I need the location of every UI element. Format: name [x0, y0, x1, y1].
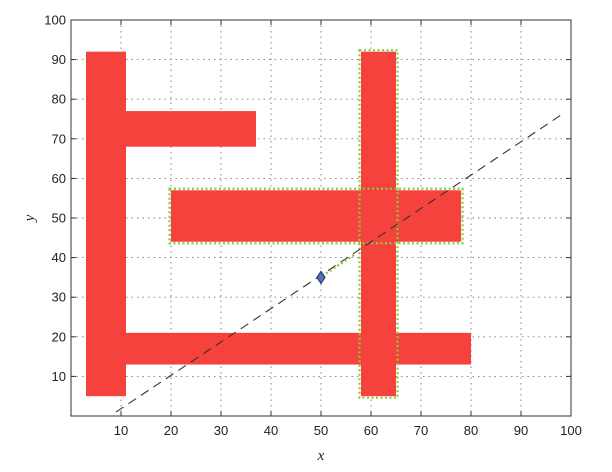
y-tick-label-40: 40 — [52, 250, 66, 265]
x-tick-label-40: 40 — [264, 423, 278, 438]
y-tick-label-50: 50 — [52, 211, 66, 226]
x-tick-label-70: 70 — [414, 423, 428, 438]
x-tick-label-100: 100 — [560, 423, 582, 438]
data-point — [316, 270, 326, 285]
x-tick-label-60: 60 — [364, 423, 378, 438]
x-tick-label-20: 20 — [164, 423, 178, 438]
x-axis-label: x — [317, 448, 325, 464]
obstacle-bottom-bar — [126, 332, 471, 365]
x-tick-label-10: 10 — [114, 423, 128, 438]
y-axis-label: y — [22, 214, 38, 223]
ticks: 10 20 30 40 50 60 70 80 90 100 10 20 30 40 50 60 70 80 90 1… — [44, 13, 582, 439]
y-tick-label-100: 100 — [44, 13, 66, 28]
y-tick-label-10: 10 — [52, 369, 66, 384]
obstacles — [86, 51, 471, 397]
x-tick-label-30: 30 — [214, 423, 228, 438]
plot-frame — [70, 19, 572, 417]
y-tick-label-20: 20 — [52, 329, 66, 344]
obstacle-top-arm — [126, 111, 256, 147]
y-tick-label-90: 90 — [52, 52, 66, 67]
x-tick-label-90: 90 — [514, 423, 528, 438]
x-tick-label-80: 80 — [464, 423, 478, 438]
obstacle-vertical-bar — [361, 51, 396, 397]
y-tick-label-30: 30 — [52, 290, 66, 305]
green-segment — [325, 252, 357, 275]
y-tick-label-80: 80 — [52, 92, 66, 107]
y-tick-label-60: 60 — [52, 171, 66, 186]
obstacle-middle-bar — [171, 190, 461, 242]
highlight-outline-middle-bar — [168, 187, 464, 245]
obstacle-left-bar — [86, 51, 126, 397]
y-tick-label-70: 70 — [52, 131, 66, 146]
dashed-line-layer — [115, 114, 562, 413]
x-tick-label-50: 50 — [314, 423, 328, 438]
